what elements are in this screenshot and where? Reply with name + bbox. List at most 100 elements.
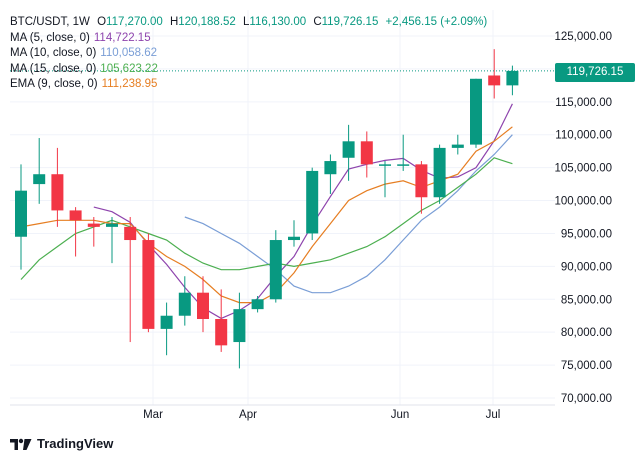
candle-body <box>33 174 46 185</box>
price-tick-label: 90,000.00 <box>561 261 612 273</box>
price-tick-label: 115,000.00 <box>555 97 612 109</box>
candle-up <box>160 302 173 356</box>
candlesticks <box>15 49 519 369</box>
candle-down <box>51 147 64 227</box>
candle-body <box>288 236 300 241</box>
high-value: 120,188.52 <box>178 16 236 28</box>
candle-body <box>397 164 410 166</box>
last-price-label: 119,726.15 <box>555 63 635 82</box>
candle-up <box>251 295 264 313</box>
indicator-line <box>184 134 513 294</box>
candle-body <box>142 240 155 329</box>
indicator-ma10[interactable]: MA (10, close, 0) 110,058.62 <box>10 46 487 62</box>
ohlc-row: BTC/USDT, 1W O117,270.00 H120,188.52 L11… <box>10 15 487 31</box>
candle-body <box>87 223 100 227</box>
close-key: C <box>313 16 322 28</box>
chart-grid <box>10 10 555 405</box>
candle-down <box>142 233 155 333</box>
candle-body <box>379 164 391 166</box>
price-tick-label: 125,000.00 <box>554 31 612 43</box>
time-axis: Mar Apr Jun Jul <box>143 409 500 421</box>
candle-down <box>124 217 137 343</box>
candle-up <box>433 144 446 204</box>
indicator-value: 110,058.62 <box>100 47 157 59</box>
candle-body <box>15 190 27 237</box>
tradingview-icon <box>10 438 32 450</box>
candle-body <box>69 210 82 221</box>
indicator-label: MA (15, close, 0) <box>10 62 97 75</box>
candle-down <box>69 207 82 257</box>
candle-down <box>360 131 373 178</box>
candle-up <box>470 78 482 148</box>
price-tick-label: 100,000.00 <box>554 196 612 208</box>
low-value: 116,130.00 <box>249 16 307 28</box>
candle-body <box>415 164 428 198</box>
brand-name: TradingView <box>37 436 114 451</box>
indicator-value: 111,238.95 <box>101 78 158 90</box>
open-key: O <box>97 16 107 28</box>
high-key: H <box>169 16 179 28</box>
candle-body <box>51 174 64 211</box>
price-tick-label: 110,000.00 <box>555 130 612 142</box>
candle-body <box>306 170 319 234</box>
indicator-ma15[interactable]: MA (15, close, 0) 105,623.22 <box>10 62 487 78</box>
indicator-label: EMA (9, close, 0) <box>10 78 98 90</box>
symbol-label[interactable]: BTC/USDT, 1W <box>10 16 90 28</box>
time-tick-label: Jun <box>391 409 410 421</box>
price-tick-label: 95,000.00 <box>561 228 612 240</box>
candle-down <box>415 161 428 214</box>
chart-legend: BTC/USDT, 1W O117,270.00 H120,188.52 L11… <box>10 15 487 93</box>
candle-body <box>342 141 355 158</box>
indicator-label: MA (5, close, 0) <box>10 31 90 44</box>
indicator-value: 114,722.15 <box>93 31 151 44</box>
candle-up <box>33 138 46 204</box>
candle-body <box>215 319 228 346</box>
candle-body <box>233 309 246 343</box>
candle-up <box>233 292 246 369</box>
indicator-line <box>93 103 513 320</box>
candle-down <box>87 217 100 247</box>
candle-body <box>324 161 337 175</box>
price-tick-label: 75,000.00 <box>561 360 612 372</box>
low-key: L <box>243 16 250 28</box>
candle-up <box>379 161 391 198</box>
candle-body <box>106 223 118 227</box>
candle-up <box>306 167 319 241</box>
candle-body <box>506 70 519 86</box>
candle-down <box>488 49 501 99</box>
candle-body <box>433 147 446 198</box>
candle-body <box>197 292 209 320</box>
candle-up <box>451 134 464 155</box>
candle-down <box>215 289 228 352</box>
price-tick-label: 70,000.00 <box>561 393 612 405</box>
candle-body <box>178 292 191 316</box>
close-value: 119,726.15 <box>321 16 379 28</box>
candle-body <box>360 141 373 165</box>
indicator-ema9[interactable]: EMA (9, close, 0) 111,238.95 <box>10 77 487 93</box>
indicator-label: MA (10, close, 0) <box>10 47 97 59</box>
time-tick-label: Jul <box>486 409 501 421</box>
candle-up <box>397 134 410 171</box>
candle-body <box>488 75 501 86</box>
open-value: 117,270.00 <box>106 16 163 28</box>
candle-up <box>324 154 337 194</box>
indicator-line <box>20 157 513 280</box>
candle-body <box>124 226 137 241</box>
candle-down <box>197 276 209 333</box>
candle-up <box>342 124 355 181</box>
tradingview-logo[interactable]: TradingView <box>10 436 113 451</box>
candle-up <box>269 230 282 303</box>
moving-averages <box>20 103 513 320</box>
candle-body <box>251 299 264 310</box>
candle-body <box>269 240 282 300</box>
candle-up <box>288 220 300 247</box>
candle-up <box>506 65 519 96</box>
candle-up <box>106 217 118 264</box>
price-axis: 125,000.00120,000.00115,000.00110,000.00… <box>554 31 612 405</box>
change-value: +2,456.15 (+2.09%) <box>385 16 488 28</box>
indicator-ma5[interactable]: MA (5, close, 0) 114,722.15 <box>10 31 487 47</box>
indicator-line <box>20 126 513 304</box>
candle-up <box>15 164 27 270</box>
time-tick-label: Apr <box>239 409 257 421</box>
